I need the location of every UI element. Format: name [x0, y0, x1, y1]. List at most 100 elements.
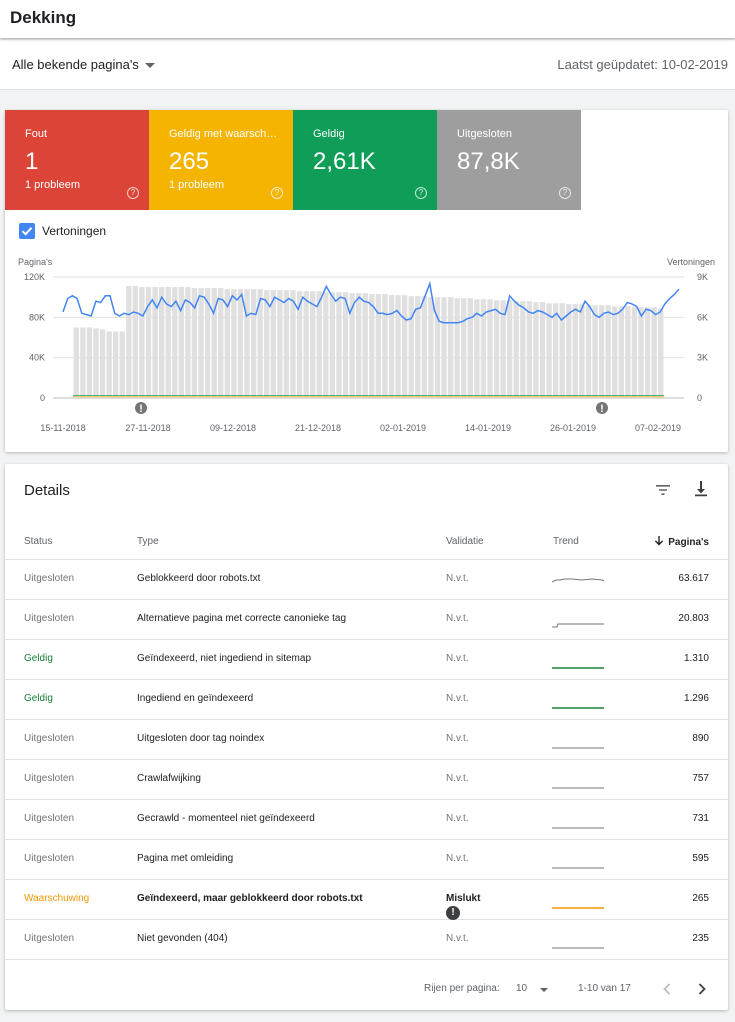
col-pages[interactable]: Pagina's	[654, 536, 709, 548]
validation-status: N.v.t.	[446, 573, 469, 584]
tile-error[interactable]: Fout 1 1 probleem ?	[5, 110, 149, 210]
tile-label: Geldig met waarschuwingen	[169, 128, 279, 140]
bar	[218, 288, 224, 398]
row-status: Uitgesloten	[24, 813, 75, 824]
bar	[145, 287, 152, 398]
bar	[290, 290, 296, 398]
bar	[447, 297, 454, 398]
bar	[395, 295, 401, 398]
bar	[165, 287, 171, 398]
tile-excluded[interactable]: Uitgesloten 87,8K ?	[437, 110, 581, 210]
bar	[178, 287, 185, 398]
help-icon[interactable]: ?	[271, 187, 283, 199]
table-row[interactable]: Geldig Ingediend en geïndexeerd N.v.t. 1.29…	[5, 680, 728, 720]
bar	[139, 287, 145, 398]
table-row[interactable]: Uitgesloten Uitgesloten door tag noindex N…	[5, 720, 728, 760]
table-row[interactable]: Uitgesloten Crawlafwijking N.v.t. 757	[5, 760, 728, 800]
table-row[interactable]: Geldig Geïndexeerd, niet ingediend in sit…	[5, 640, 728, 680]
trend-sparkline	[552, 727, 606, 756]
table-row[interactable]: Uitgesloten Gecrawld - momenteel niet geï…	[5, 800, 728, 840]
bar	[520, 301, 526, 398]
bar	[454, 298, 460, 398]
y-tick-label: 80K	[29, 312, 45, 322]
validation-status: N.v.t.	[446, 933, 469, 944]
help-icon[interactable]: ?	[559, 187, 571, 199]
chevron-down-icon[interactable]	[540, 988, 548, 992]
bar	[80, 327, 86, 398]
validation-status: N.v.t.	[446, 613, 469, 624]
impressions-checkbox[interactable]	[19, 223, 35, 239]
impressions-label: Vertoningen	[42, 224, 107, 238]
bar	[126, 286, 132, 398]
bar	[572, 304, 579, 398]
annotation-marker-dot	[140, 410, 142, 413]
validation-status: N.v.t.	[446, 653, 469, 664]
trend-sparkline	[552, 647, 606, 676]
bar	[93, 328, 99, 398]
trend-sparkline	[552, 687, 606, 716]
rows-per-page-select[interactable]: 10	[516, 983, 528, 994]
help-icon[interactable]: ?	[127, 187, 139, 199]
bar	[644, 307, 651, 398]
validation-status: ! Mislukt	[446, 893, 481, 920]
tile-label: Geldig	[313, 128, 345, 140]
bar	[99, 329, 106, 398]
y-right-tick-label: 9K	[697, 272, 708, 282]
chevron-down-icon[interactable]	[145, 63, 155, 68]
bar	[113, 331, 119, 398]
row-pages: 265	[692, 893, 709, 904]
bar	[355, 293, 362, 398]
row-type: Geïndexeerd, maar geblokkeerd door robot…	[137, 893, 363, 904]
y-tick-label: 40K	[29, 353, 45, 363]
next-page-icon[interactable]	[695, 979, 709, 1002]
row-type: Uitgesloten door tag noindex	[137, 733, 265, 744]
col-type[interactable]: Type	[137, 536, 159, 547]
col-validation[interactable]: Validatie	[446, 536, 484, 547]
table-row[interactable]: Waarschuwing Geïndexeerd, maar geblokkeer…	[5, 880, 728, 920]
filter-icon[interactable]	[651, 478, 675, 502]
bar	[264, 290, 270, 398]
trend-sparkline	[551, 567, 606, 596]
bar	[323, 292, 329, 398]
bar	[605, 305, 611, 398]
bar	[244, 289, 250, 398]
col-status[interactable]: Status	[24, 536, 53, 547]
y-right-tick-label: 3K	[697, 353, 708, 363]
row-type: Geïndexeerd, niet ingediend in sitemap	[137, 653, 312, 664]
bar	[559, 303, 565, 398]
bar	[513, 301, 519, 398]
bar	[539, 302, 546, 398]
trend-sparkline	[552, 927, 606, 956]
bar	[408, 296, 414, 398]
x-tick-label: 26-01-2019	[550, 423, 596, 433]
download-icon[interactable]	[689, 477, 713, 501]
details-title: Details	[24, 482, 70, 499]
bar	[250, 289, 257, 398]
details-table: Uitgesloten Geblokkeerd door robots.txt N.…	[5, 560, 728, 960]
row-pages: 757	[692, 773, 709, 784]
coverage-summary-card: Fout 1 1 probleem ? Geldig met waarschuw…	[5, 110, 728, 452]
top-bar: Dekking	[0, 0, 735, 38]
bar	[257, 289, 263, 398]
table-row[interactable]: Uitgesloten Pagina met omleiding N.v.t. 595	[5, 840, 728, 880]
y-tick-label: 120K	[24, 272, 45, 282]
help-icon[interactable]: ?	[415, 187, 427, 199]
bar	[204, 288, 211, 398]
y-right-tick-label: 0	[697, 393, 702, 403]
alert-icon: !	[446, 906, 460, 920]
y-tick-label: 0	[40, 393, 45, 403]
prev-page-icon[interactable]	[660, 979, 674, 1002]
bar	[388, 295, 395, 398]
bar	[270, 290, 276, 398]
table-row[interactable]: Uitgesloten Niet gevonden (404) N.v.t. 235	[5, 920, 728, 960]
row-status: Uitgesloten	[24, 733, 75, 744]
table-row[interactable]: Uitgesloten Alternatieve pagina met corre…	[5, 600, 728, 640]
details-card: Details Status Type Validatie Trend Pagi…	[5, 464, 728, 1010]
tile-valid-with-warnings[interactable]: Geldig met waarschuwingen 265 1 probleem…	[149, 110, 293, 210]
row-status: Geldig	[24, 693, 53, 704]
table-row[interactable]: Uitgesloten Geblokkeerd door robots.txt N.…	[5, 560, 728, 600]
pages-filter-select[interactable]: Alle bekende pagina's	[12, 57, 139, 72]
tile-value: 87,8K	[457, 148, 520, 175]
tile-valid[interactable]: Geldig 2,61K ?	[293, 110, 437, 210]
annotation-marker-dot	[601, 410, 603, 413]
